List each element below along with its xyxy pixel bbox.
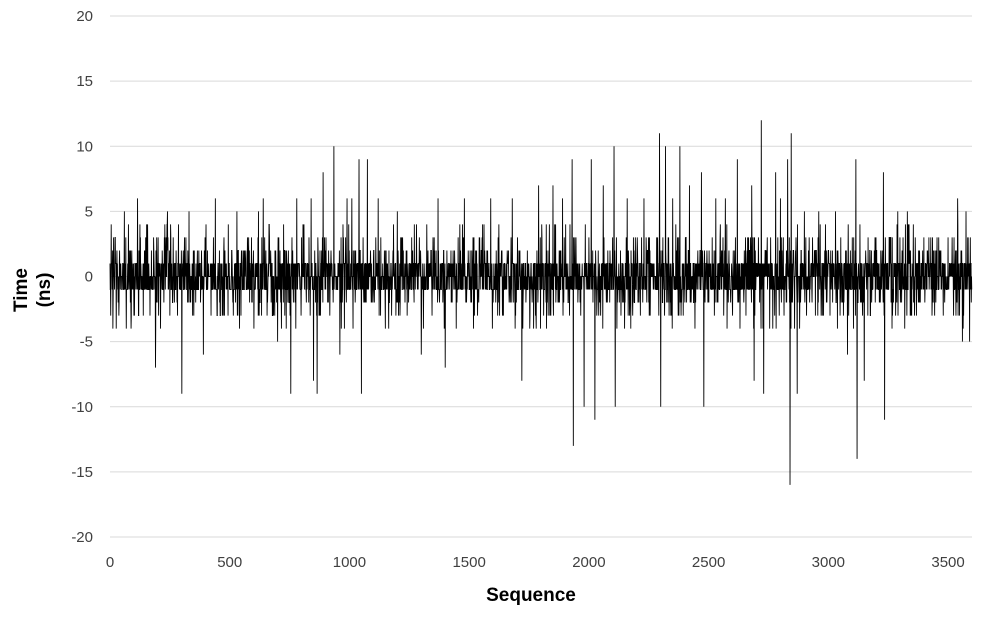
y-tick-label: 15 bbox=[76, 73, 93, 90]
x-tick-label: 2500 bbox=[692, 554, 725, 571]
series-line bbox=[109, 120, 973, 485]
y-axis-ticks: -20 -15 -10 -5 0 5 10 15 20 bbox=[71, 8, 93, 546]
y-tick-label: -20 bbox=[71, 529, 93, 546]
y-tick-label: 5 bbox=[85, 203, 93, 220]
x-tick-label: 1000 bbox=[333, 554, 366, 571]
y-axis-title-line-2: (ns) bbox=[34, 273, 55, 308]
y-tick-label: -15 bbox=[71, 464, 93, 481]
series-group bbox=[109, 120, 973, 485]
y-tick-label: -10 bbox=[71, 399, 93, 416]
x-tick-label: 3500 bbox=[931, 554, 964, 571]
y-tick-label: 0 bbox=[85, 269, 93, 286]
y-tick-label: 20 bbox=[76, 8, 93, 25]
x-axis-ticks: 0 500 1000 1500 2000 2500 3000 3500 bbox=[106, 554, 965, 571]
y-axis-title: Time (ns) bbox=[11, 268, 55, 312]
y-tick-label: 10 bbox=[76, 138, 93, 155]
x-axis-title: Sequence bbox=[486, 585, 576, 606]
y-tick-label: -5 bbox=[80, 334, 93, 351]
x-tick-label: 0 bbox=[106, 554, 114, 571]
x-tick-label: 500 bbox=[217, 554, 242, 571]
y-axis-title-line-1: Time bbox=[11, 268, 32, 312]
x-tick-label: 2000 bbox=[572, 554, 605, 571]
x-tick-label: 3000 bbox=[812, 554, 845, 571]
x-tick-label: 1500 bbox=[452, 554, 485, 571]
